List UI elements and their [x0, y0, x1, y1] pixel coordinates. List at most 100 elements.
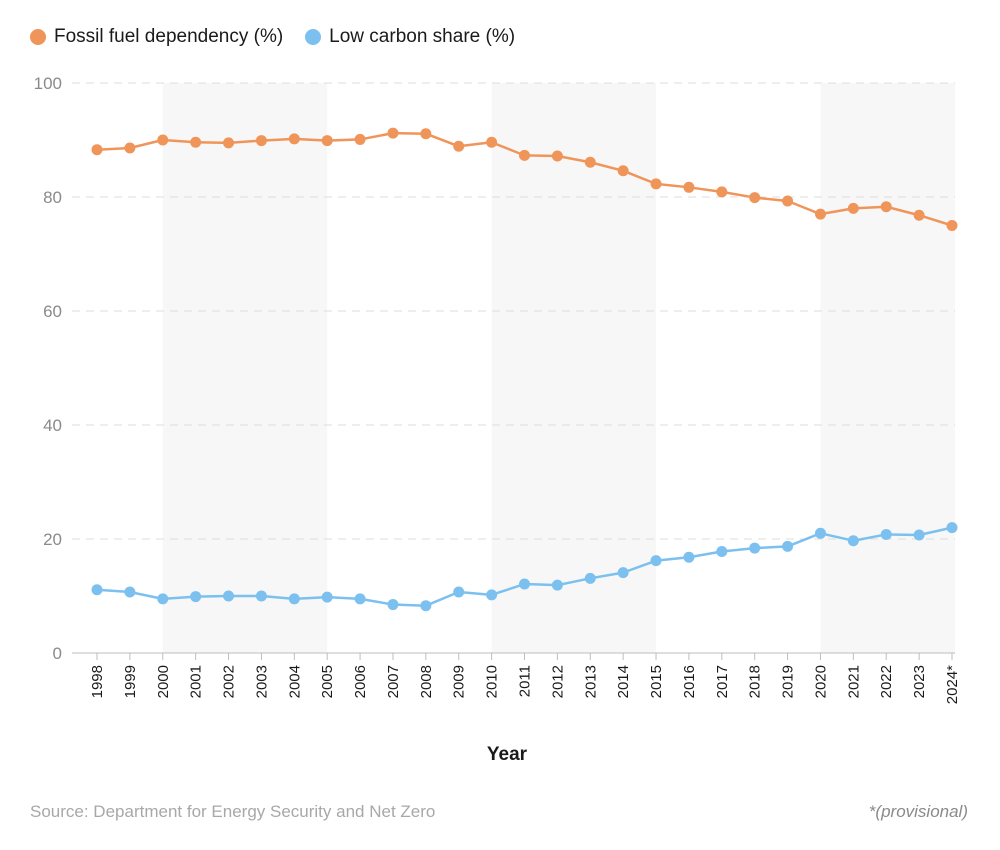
data-point[interactable] — [683, 181, 695, 193]
data-point[interactable] — [321, 135, 333, 147]
x-tick-label: 2013 — [582, 665, 599, 698]
x-tick-label: 2015 — [648, 665, 665, 698]
data-point[interactable] — [321, 591, 333, 603]
data-point[interactable] — [223, 137, 235, 149]
data-point[interactable] — [519, 149, 530, 161]
series-1 — [91, 127, 958, 231]
data-point[interactable] — [255, 590, 267, 602]
grid-lines — [72, 82, 955, 540]
x-tick-label: 2004 — [286, 665, 303, 698]
data-point[interactable] — [288, 593, 300, 605]
data-point[interactable] — [946, 522, 958, 534]
data-point[interactable] — [617, 567, 629, 579]
source-text: Source: Department for Energy Security a… — [30, 802, 436, 821]
x-tick-label: 2002 — [221, 665, 238, 698]
data-point[interactable] — [420, 128, 432, 140]
data-point[interactable] — [387, 599, 399, 611]
x-tick-label: 2007 — [385, 665, 402, 698]
legend-dot-low-carbon-icon — [305, 29, 322, 45]
data-point[interactable] — [387, 127, 399, 139]
data-point[interactable] — [453, 586, 465, 598]
data-point[interactable] — [946, 220, 958, 231]
x-tick-label: 1998 — [89, 665, 106, 698]
data-point[interactable] — [519, 578, 530, 590]
x-tick-label: 2012 — [549, 665, 566, 698]
shaded-band-1 — [162, 83, 328, 653]
data-point[interactable] — [223, 590, 235, 602]
data-point[interactable] — [880, 201, 892, 213]
shaded-band-2 — [491, 83, 657, 653]
x-tick-label: 2005 — [319, 665, 336, 698]
legend-item-low-carbon[interactable]: Low carbon share (%) — [305, 26, 515, 48]
data-point[interactable] — [650, 555, 662, 567]
x-tick-label: 2008 — [418, 665, 435, 698]
data-point[interactable] — [255, 135, 267, 147]
x-tick-label: 2021 — [845, 665, 862, 698]
y-tick-label: 20 — [43, 530, 62, 549]
data-point[interactable] — [683, 551, 695, 563]
x-tick-label: 2003 — [253, 665, 270, 698]
data-point[interactable] — [453, 140, 465, 152]
data-point[interactable] — [190, 591, 202, 603]
y-tick-label: 60 — [43, 302, 62, 321]
data-point[interactable] — [91, 144, 103, 156]
x-tick-label: 2014 — [615, 665, 632, 698]
data-point[interactable] — [880, 528, 892, 540]
data-point[interactable] — [354, 133, 366, 145]
x-tick-label: 1999 — [122, 665, 139, 698]
x-tick-label: 2000 — [155, 665, 172, 698]
data-point[interactable] — [716, 546, 728, 558]
data-point[interactable] — [814, 527, 826, 539]
x-tick-label: 2017 — [714, 665, 731, 698]
data-point[interactable] — [650, 178, 662, 190]
x-tick-label: 2011 — [517, 665, 534, 697]
data-point[interactable] — [124, 586, 136, 598]
y-tick-label: 0 — [53, 644, 62, 663]
data-point[interactable] — [551, 150, 563, 162]
x-tick-label: 2001 — [188, 665, 205, 698]
data-point[interactable] — [716, 186, 728, 198]
data-point[interactable] — [551, 579, 563, 591]
legend-dot-fossil-icon — [30, 29, 46, 45]
data-point[interactable] — [420, 600, 432, 612]
x-tick-label: 2010 — [484, 665, 501, 698]
data-point[interactable] — [157, 593, 169, 605]
x-tick-label: 2009 — [451, 665, 468, 698]
legend-label-fossil: Fossil fuel dependency (%) — [54, 26, 284, 47]
data-point[interactable] — [814, 208, 826, 220]
data-point[interactable] — [749, 542, 761, 554]
data-point[interactable] — [617, 165, 629, 177]
data-point[interactable] — [913, 209, 925, 221]
legend-label-low-carbon: Low carbon share (%) — [329, 26, 516, 47]
data-point[interactable] — [486, 589, 498, 601]
data-point[interactable] — [782, 195, 794, 207]
shaded-bands — [162, 83, 955, 653]
legend: Fossil fuel dependency (%) Low carbon sh… — [30, 26, 515, 48]
x-tick-label: 2016 — [681, 665, 698, 698]
legend-item-fossil[interactable]: Fossil fuel dependency (%) — [30, 26, 283, 48]
y-tick-label: 100 — [34, 74, 62, 93]
data-point[interactable] — [584, 572, 596, 584]
y-tick-label: 80 — [43, 188, 62, 207]
data-point[interactable] — [124, 142, 136, 154]
data-point[interactable] — [354, 593, 366, 605]
x-tick-label: 2024* — [944, 665, 961, 704]
data-point[interactable] — [847, 202, 859, 214]
data-point[interactable] — [584, 156, 596, 168]
series-2 — [91, 522, 958, 612]
data-point[interactable] — [913, 529, 925, 541]
data-point[interactable] — [486, 136, 498, 148]
axes: 0 20 40 60 80 100 1998 1999 2000 2001 2002 2003 2004… — [34, 74, 961, 704]
provisional-note: *(provisional) — [868, 802, 968, 821]
data-point[interactable] — [782, 540, 794, 552]
x-tick-label: 2019 — [780, 665, 797, 698]
x-axis-title: Year — [487, 744, 528, 765]
data-point[interactable] — [157, 134, 169, 146]
series — [91, 127, 958, 612]
data-point[interactable] — [190, 136, 202, 148]
data-point[interactable] — [91, 584, 103, 596]
data-point[interactable] — [749, 192, 761, 204]
x-tick-label: 2022 — [878, 665, 895, 698]
data-point[interactable] — [847, 535, 859, 547]
data-point[interactable] — [288, 133, 300, 145]
